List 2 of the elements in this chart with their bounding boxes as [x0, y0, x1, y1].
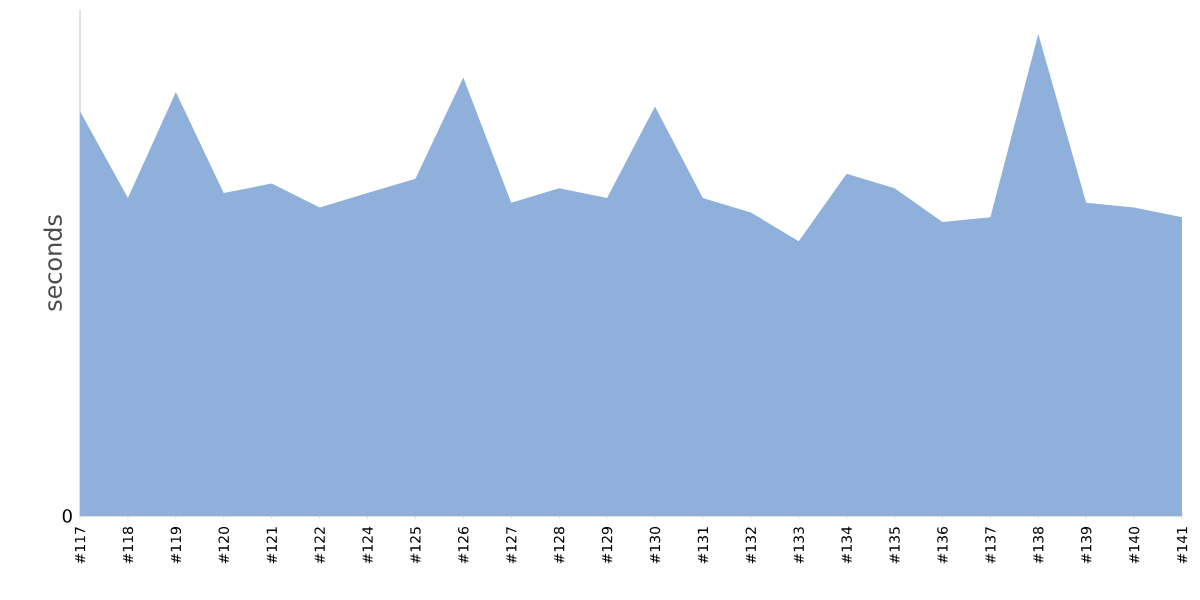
y-axis-title: seconds: [43, 215, 62, 311]
text: 0: [62, 509, 72, 523]
